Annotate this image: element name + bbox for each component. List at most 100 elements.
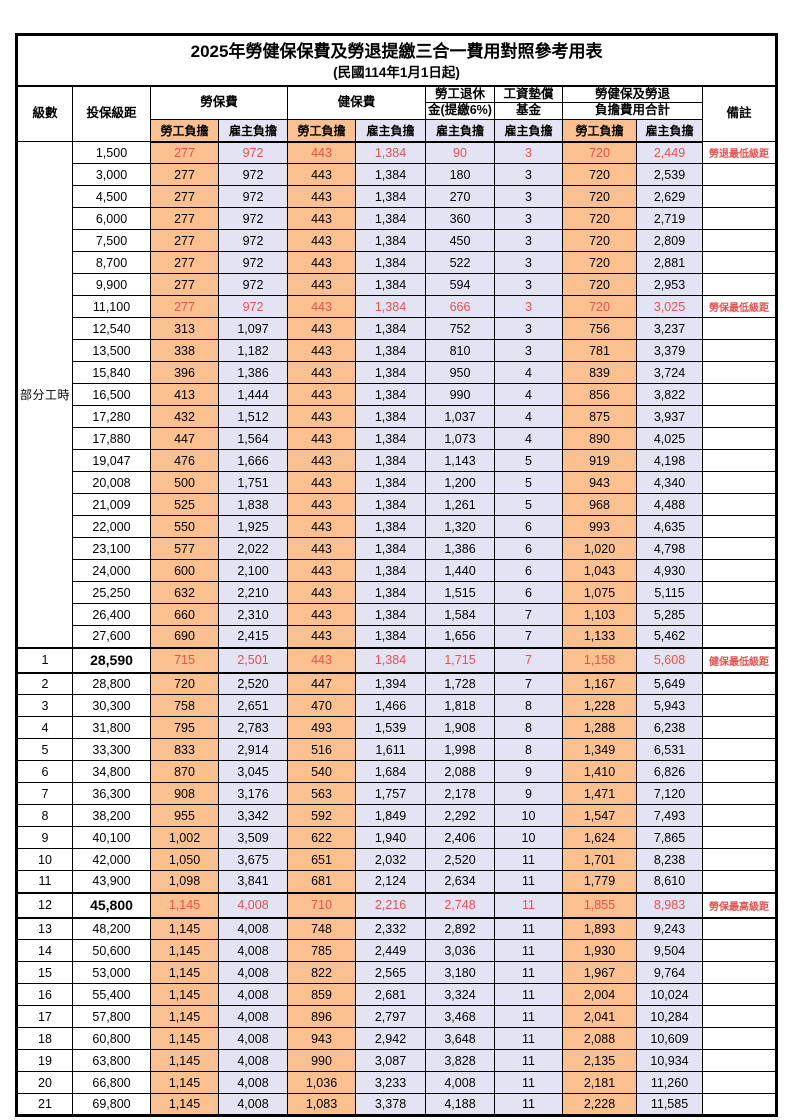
total-employer-cell: 3,724	[636, 361, 703, 384]
total-employer-cell: 2,539	[636, 163, 703, 186]
table-row: 21 69,800 1,145 4,008 1,083 3,378 4,188 11 2,228…	[16, 1093, 778, 1116]
labor-employer-cell: 3,045	[218, 760, 288, 783]
pension-employer-cell: 1,715	[425, 646, 495, 674]
total-employee-cell: 1,043	[562, 559, 637, 582]
header-row-3: 勞工負擔 雇主負擔 勞工負擔 雇主負擔 雇主負擔 雇主負擔 勞工負擔 雇主負擔	[17, 119, 777, 143]
remark-cell	[701, 251, 778, 274]
wage-fund-employer-cell: 11	[494, 1071, 563, 1094]
wage-fund-employer-cell: 6	[494, 559, 563, 582]
wage-fund-employer-cell: 11	[494, 1027, 563, 1050]
total-employee-cell: 2,041	[562, 1005, 637, 1028]
salary-bracket-cell: 22,000	[72, 515, 151, 538]
labor-employee-cell: 660	[150, 603, 219, 626]
total-employee-cell: 856	[562, 383, 637, 406]
labor-employer-cell: 4,008	[218, 917, 288, 940]
remark-cell	[701, 917, 778, 940]
health-employer-cell: 1,384	[355, 449, 426, 472]
table-row: 15,840 396 1,386 443 1,384 950 4 839 3,724	[17, 361, 778, 384]
health-employer-cell: 1,384	[355, 273, 426, 296]
health-employee-cell: 540	[287, 760, 356, 783]
total-employer-cell: 5,285	[636, 603, 703, 626]
health-employee-cell: 443	[287, 493, 356, 516]
table-row: 1 28,590 715 2,501 443 1,384 1,715 7 1,158 5,608 健…	[16, 646, 778, 674]
total-employee-cell: 1,288	[562, 716, 637, 739]
health-employer-cell: 1,384	[355, 163, 426, 186]
table-row: 6 34,800 870 3,045 540 1,684 2,088 9 1,410 6,826	[16, 760, 778, 783]
table-row: 21,009 525 1,838 443 1,384 1,261 5 968 4,488	[17, 493, 778, 516]
labor-employer-cell: 1,097	[218, 317, 288, 340]
total-employee-cell: 1,075	[562, 581, 637, 604]
total-employer-cell: 2,809	[636, 229, 703, 252]
labor-employer-cell: 3,841	[218, 870, 288, 893]
table-row: 8,700 277 972 443 1,384 522 3 720 2,881	[17, 251, 778, 274]
total-employee-cell: 2,228	[562, 1093, 637, 1116]
health-employer-cell: 1,849	[355, 804, 426, 827]
total-employer-cell: 3,937	[636, 405, 703, 428]
labor-employee-cell: 1,145	[150, 1005, 219, 1028]
health-employer-cell: 2,681	[355, 983, 426, 1006]
table-row: 8 38,200 955 3,342 592 1,849 2,292 10 1,547 7,493	[16, 804, 778, 827]
remark-cell: 勞保最高級距	[701, 891, 778, 919]
labor-employee-cell: 277	[150, 273, 219, 296]
labor-employer-cell: 972	[218, 141, 288, 164]
labor-employee-cell: 413	[150, 383, 219, 406]
total-employee-cell: 1,158	[562, 646, 637, 674]
health-employee-cell: 443	[287, 427, 356, 450]
table-row: 20 66,800 1,145 4,008 1,036 3,233 4,008 11 2,181…	[16, 1071, 778, 1094]
remark-cell	[701, 939, 778, 962]
wage-fund-employer-cell: 3	[494, 185, 563, 208]
labor-employer-cell: 2,022	[218, 537, 288, 560]
wage-fund-employer-cell: 6	[494, 515, 563, 538]
salary-bracket-cell: 12,540	[72, 317, 151, 340]
health-employee-cell: 443	[287, 646, 356, 674]
health-employer-cell: 1,384	[355, 339, 426, 362]
wage-fund-employer-cell: 6	[494, 537, 563, 560]
total-employee-cell: 1,167	[562, 672, 637, 695]
remark-cell	[701, 603, 778, 626]
remark-cell	[701, 427, 778, 450]
total-employer-cell: 5,462	[636, 625, 703, 648]
labor-employee-cell: 795	[150, 716, 219, 739]
table-row: 4,500 277 972 443 1,384 270 3 720 2,629	[17, 185, 778, 208]
labor-employee-cell: 277	[150, 251, 219, 274]
total-employer-cell: 4,635	[636, 515, 703, 538]
total-employee-cell: 1,701	[562, 848, 637, 871]
pension-employer-cell: 1,386	[425, 537, 495, 560]
wage-fund-employer-cell: 11	[494, 1049, 563, 1072]
total-employee-cell: 1,228	[562, 694, 637, 717]
remark-cell	[701, 1027, 778, 1050]
health-employee-cell: 443	[287, 383, 356, 406]
salary-bracket-cell: 25,250	[72, 581, 151, 604]
subheader-total-employee: 勞工負擔	[562, 119, 637, 143]
labor-employee-cell: 277	[150, 163, 219, 186]
col-header-level: 級數	[16, 85, 73, 142]
labor-employee-cell: 396	[150, 361, 219, 384]
total-employer-cell: 3,025	[636, 295, 703, 318]
remark-cell	[701, 449, 778, 472]
total-employee-cell: 1,020	[562, 537, 637, 560]
level-cell: 19	[16, 1049, 73, 1072]
table-row: 25,250 632 2,210 443 1,384 1,515 6 1,075 5,115	[17, 581, 778, 604]
table-row: 2 28,800 720 2,520 447 1,394 1,728 7 1,167 5,649	[16, 672, 778, 695]
remark-cell	[701, 848, 778, 871]
pension-employer-cell: 2,406	[425, 826, 495, 849]
wage-fund-employer-cell: 6	[494, 581, 563, 604]
salary-bracket-cell: 31,800	[72, 716, 151, 739]
pension-employer-cell: 1,728	[425, 672, 495, 695]
total-employee-cell: 720	[562, 141, 637, 164]
subheader-pension-employer: 雇主負擔	[425, 119, 495, 143]
total-employee-cell: 943	[562, 471, 637, 494]
table-row: 9,900 277 972 443 1,384 594 3 720 2,953	[17, 273, 778, 296]
level-cell: 18	[16, 1027, 73, 1050]
wage-fund-employer-cell: 4	[494, 427, 563, 450]
level-cell: 10	[16, 848, 73, 871]
total-employee-cell: 720	[562, 273, 637, 296]
level-cell: 9	[16, 826, 73, 849]
health-employee-cell: 1,036	[287, 1071, 356, 1094]
health-employer-cell: 1,384	[355, 427, 426, 450]
table-row: 5 33,300 833 2,914 516 1,611 1,998 8 1,349 6,531	[16, 738, 778, 761]
col-header-labor-insurance: 勞保費	[150, 85, 288, 120]
total-employer-cell: 5,943	[636, 694, 703, 717]
remark-cell	[701, 229, 778, 252]
total-employee-cell: 2,135	[562, 1049, 637, 1072]
